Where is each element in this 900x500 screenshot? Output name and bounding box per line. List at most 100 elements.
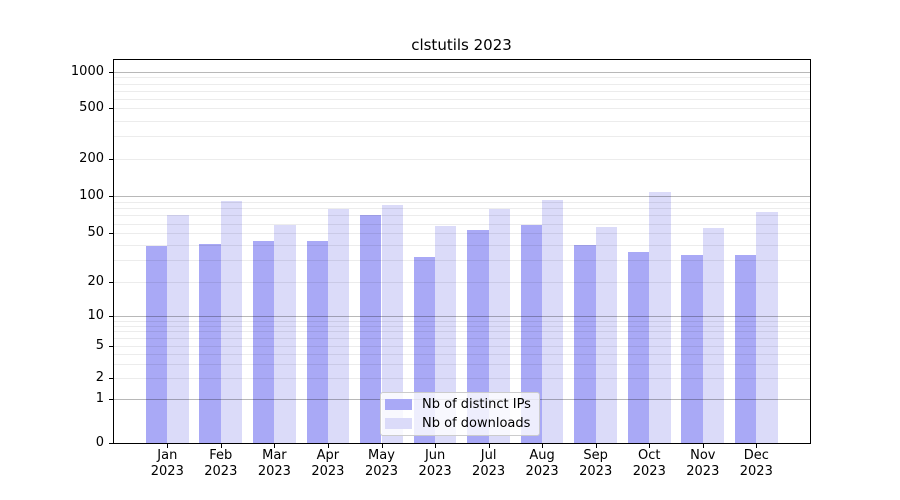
gridline-70 <box>114 215 810 217</box>
y-tick-label: 1 <box>95 391 104 407</box>
bar-distinct-ips-jan <box>145 246 168 443</box>
bars-layer <box>114 60 810 443</box>
legend-label: Nb of downloads <box>422 416 531 431</box>
bar-downloads-nov <box>702 228 725 443</box>
bar-downloads-feb <box>220 201 243 443</box>
x-tick-label-month: May <box>368 448 395 463</box>
gridline-6 <box>114 337 810 339</box>
gridline-60 <box>114 223 810 225</box>
x-tick-label: Nov 2023 <box>671 448 735 480</box>
bar-distinct-ips-mar <box>253 241 275 443</box>
gridline-1000 <box>114 71 810 73</box>
grid-layer <box>114 60 810 443</box>
gridline-400 <box>114 120 810 122</box>
x-tick-label-month: Aug <box>529 448 555 463</box>
x-tick-label-month: Jun <box>424 448 446 463</box>
x-tick-label-year: 2023 <box>579 464 613 479</box>
bar-downloads-apr <box>327 209 350 443</box>
bar-downloads-jun <box>435 226 457 443</box>
x-tick-label: Aug 2023 <box>510 448 574 480</box>
bar-downloads-oct <box>649 191 671 443</box>
plot-area: Nb of distinct IPs Nb of downloads <box>113 59 811 444</box>
x-tick-label-year: 2023 <box>525 464 559 479</box>
x-tick-label-month: Mar <box>262 448 287 463</box>
gridline-7 <box>114 331 810 333</box>
x-tick-label-month: Oct <box>638 448 661 463</box>
bar-distinct-ips-may <box>360 215 382 443</box>
x-tick-label-year: 2023 <box>686 464 720 479</box>
bar-downloads-mar <box>274 225 296 443</box>
gridline-5 <box>114 345 810 347</box>
legend-label: Nb of distinct IPs <box>422 397 531 412</box>
y-tick-label: 10 <box>87 308 104 323</box>
y-axis-tick <box>109 281 113 283</box>
gridline-40 <box>114 245 810 247</box>
y-tick-label: 0 <box>95 435 104 451</box>
gridline-200 <box>114 158 810 160</box>
gridline-50 <box>114 233 810 235</box>
y-tick-label: 200 <box>79 150 104 166</box>
y-tick-label: 100 <box>79 188 104 203</box>
gridline-10 <box>114 316 810 317</box>
x-tick-label-month: Nov <box>690 448 716 463</box>
x-axis-tick <box>435 444 437 448</box>
x-tick-label-year: 2023 <box>364 464 399 479</box>
y-tick-label: 2 <box>95 369 104 385</box>
bar-distinct-ips-sep <box>574 245 596 443</box>
gridline-3 <box>114 363 810 365</box>
y-axis-tick <box>109 71 113 73</box>
x-axis-tick <box>542 444 544 448</box>
y-axis-tick <box>109 196 113 197</box>
y-tick-label: 20 <box>87 273 104 289</box>
gridline-4 <box>114 353 810 355</box>
gridline-900 <box>114 77 810 79</box>
bar-downloads-aug <box>542 199 564 443</box>
x-tick-label-year: 2023 <box>472 464 506 479</box>
x-tick-label-year: 2023 <box>632 464 666 479</box>
bar-distinct-ips-nov <box>681 255 703 443</box>
gridline-9 <box>114 320 810 322</box>
x-tick-label: Mar 2023 <box>242 448 306 480</box>
gridline-100 <box>114 196 810 197</box>
y-axis-tick <box>109 316 113 317</box>
x-tick-label-month: Sep <box>583 448 608 463</box>
x-axis-tick <box>220 444 222 448</box>
bar-distinct-ips-jul <box>467 230 489 443</box>
x-tick-label: Jul 2023 <box>457 448 521 480</box>
y-tick-label: 1000 <box>70 63 104 79</box>
gridline-500 <box>114 108 810 110</box>
x-axis-tick <box>274 444 276 448</box>
legend-swatch-icon <box>385 418 412 429</box>
x-tick-label: Feb 2023 <box>189 448 253 480</box>
gridline-90 <box>114 201 810 203</box>
bar-downloads-jan <box>167 215 189 443</box>
y-axis-tick <box>109 377 113 379</box>
x-tick-label: Sep 2023 <box>564 448 628 480</box>
x-axis-tick <box>702 444 704 448</box>
x-tick-label: May 2023 <box>350 448 414 480</box>
x-tick-label-month: Dec <box>743 448 769 463</box>
bar-distinct-ips-dec <box>734 255 757 443</box>
x-tick-label-year: 2023 <box>311 464 345 479</box>
x-axis-tick <box>167 444 169 448</box>
gridline-2 <box>114 377 810 379</box>
bar-distinct-ips-feb <box>199 243 221 443</box>
legend-swatch-icon <box>385 399 412 410</box>
x-tick-label: Jan 2023 <box>135 448 199 480</box>
x-axis-tick <box>649 444 651 448</box>
y-axis-tick <box>109 108 113 110</box>
bar-downloads-dec <box>756 212 778 443</box>
y-axis-tick <box>109 345 113 347</box>
gridline-700 <box>114 90 810 92</box>
x-tick-label: Dec 2023 <box>724 448 788 480</box>
gridline-600 <box>114 98 810 100</box>
bar-distinct-ips-oct <box>627 252 650 443</box>
x-axis-tick <box>488 444 490 448</box>
gridline-20 <box>114 281 810 283</box>
legend-item: Nb of distinct IPs <box>385 397 531 412</box>
y-axis-tick <box>109 399 113 401</box>
x-tick-label-year: 2023 <box>257 464 291 479</box>
y-tick-label: 50 <box>87 225 104 241</box>
bar-downloads-sep <box>595 227 618 443</box>
